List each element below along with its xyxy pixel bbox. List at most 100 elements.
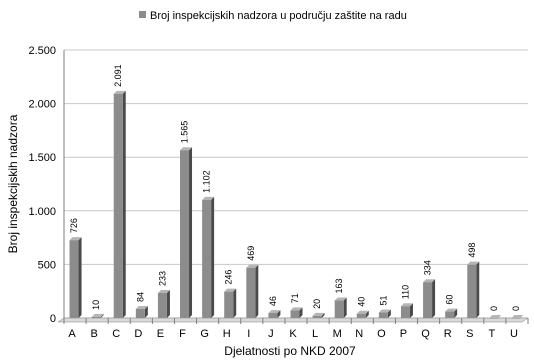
bar-top [445, 308, 458, 312]
x-axis-ticks: A B C D E F G H I J K L M N O P Q R S T U [63, 318, 529, 340]
bar-top [246, 264, 259, 268]
bar-top [400, 303, 413, 307]
bar-side [144, 305, 148, 318]
bar-side [409, 303, 413, 318]
bar-top [378, 309, 391, 313]
bar [312, 315, 322, 318]
data-label: 10 [91, 300, 101, 310]
x-tick-label: O [377, 328, 386, 340]
bar-top [224, 288, 237, 292]
bar-side [321, 312, 325, 318]
data-label: 51 [378, 296, 388, 306]
data-label: 60 [445, 295, 455, 305]
bar [91, 316, 101, 318]
data-label: 2.091 [113, 64, 123, 87]
data-label: 20 [312, 299, 322, 309]
bar-top [113, 90, 126, 94]
bar-top [489, 315, 502, 318]
bar-top [202, 196, 215, 200]
x-tick-label: B [90, 328, 97, 340]
x-tick-label: N [355, 328, 363, 340]
data-label: 1.102 [202, 170, 212, 193]
x-tick-label: A [68, 328, 76, 340]
bar [378, 312, 388, 318]
bar-top [69, 237, 82, 241]
bar-top [511, 315, 524, 318]
bar-side [365, 310, 369, 318]
bar [445, 311, 455, 318]
data-label: 46 [268, 296, 278, 306]
data-label: 0 [511, 306, 521, 311]
x-tick-label: G [200, 328, 209, 340]
bar-top [180, 147, 193, 151]
bar-side [387, 309, 391, 318]
bar-side [476, 261, 480, 318]
bar [489, 318, 499, 319]
bar-top [290, 307, 303, 311]
bar [69, 240, 79, 318]
x-tick-label: Q [421, 328, 430, 340]
x-tick-label: F [179, 328, 186, 340]
data-label: 110 [400, 285, 410, 299]
x-axis-title: Djelatnosti po NKD 2007 [224, 344, 356, 358]
x-tick-label: R [444, 328, 452, 340]
x-tick-label: J [268, 328, 274, 340]
x-tick-label: D [134, 328, 142, 340]
bar [113, 93, 123, 318]
data-label: 40 [356, 297, 366, 307]
axes [57, 50, 529, 323]
bar [135, 308, 145, 318]
bar [180, 150, 190, 318]
x-tick-label: T [488, 328, 495, 340]
bar [467, 264, 477, 318]
bar [511, 318, 521, 319]
bar-top [91, 313, 104, 317]
grid-lines [64, 49, 528, 319]
bar-side [100, 313, 104, 318]
bar-side [78, 237, 82, 318]
bar-top [312, 312, 325, 316]
bar-side [432, 279, 436, 318]
bar-side [166, 290, 170, 318]
y-tick-label: 2.000 [28, 99, 56, 111]
x-tick-label: P [400, 328, 407, 340]
bar-side [189, 147, 193, 318]
data-label: 233 [157, 271, 167, 286]
data-label: 246 [224, 270, 234, 285]
x-tick-label: S [466, 328, 473, 340]
bar [268, 313, 278, 318]
bar-side [277, 310, 281, 318]
bar [224, 291, 234, 318]
bar-top [423, 279, 436, 283]
y-axis-title: Broj inspekcijskih nadzora [6, 114, 20, 253]
legend-swatch [139, 11, 146, 18]
bar [334, 300, 344, 318]
bar-top [268, 310, 281, 314]
bar-side [299, 307, 303, 318]
x-tick-label: C [112, 328, 120, 340]
x-tick-label: K [289, 328, 297, 340]
chart-legend: Broj inspekcijskih nadzora u području za… [139, 10, 407, 22]
data-label: 0 [489, 306, 499, 311]
y-tick-label: 1.500 [28, 152, 56, 164]
bar-top [334, 297, 347, 301]
bars [69, 90, 524, 319]
x-tick-label: E [157, 328, 164, 340]
bar [400, 306, 410, 318]
chart-floor [57, 317, 529, 323]
bar-top [356, 310, 369, 314]
x-tick-label: L [312, 328, 318, 340]
x-tick-label: H [223, 328, 231, 340]
data-label: 726 [69, 218, 79, 233]
data-label: 163 [334, 278, 344, 293]
bar [356, 313, 366, 318]
y-tick-label: 1.000 [28, 206, 56, 218]
bar [423, 282, 433, 318]
data-label: 498 [467, 243, 477, 258]
bar [202, 199, 212, 318]
bar-side [122, 90, 126, 318]
x-tick-label: M [333, 328, 342, 340]
y-tick-label: 2.500 [28, 45, 56, 57]
